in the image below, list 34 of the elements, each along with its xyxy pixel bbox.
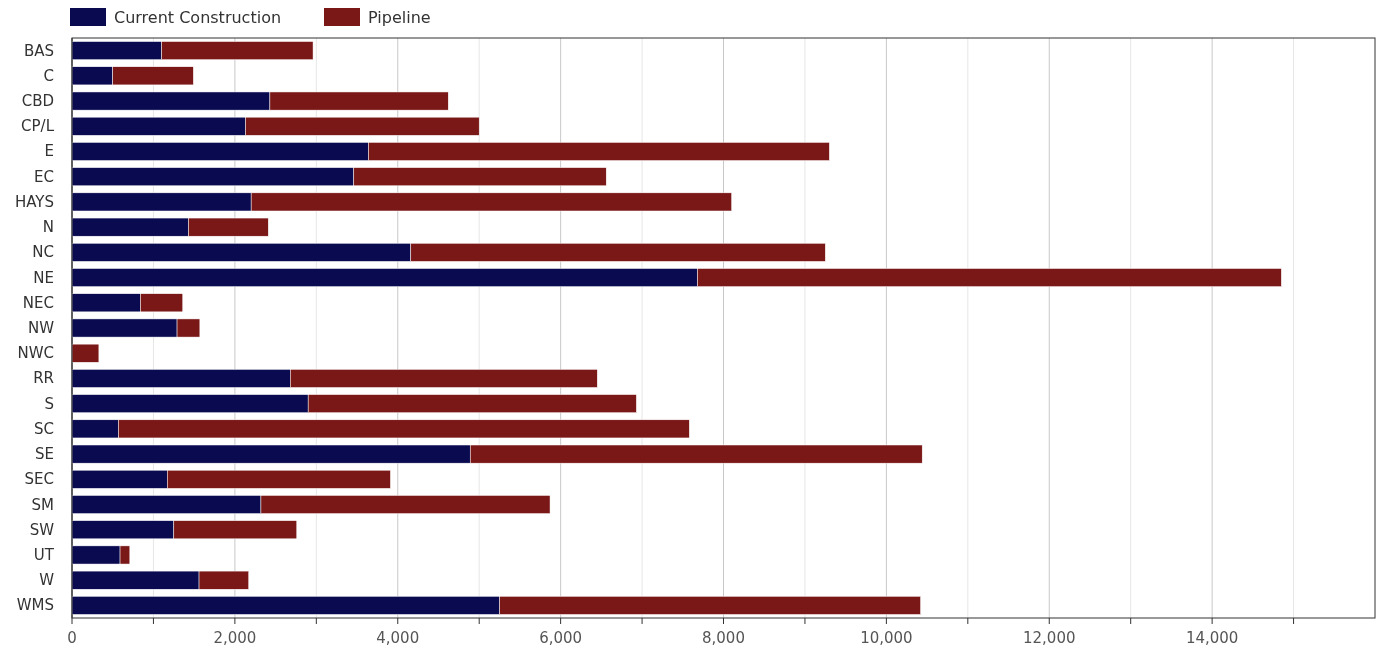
y-tick-label: NW bbox=[27, 319, 55, 337]
y-tick-label: NC bbox=[32, 243, 54, 262]
x-tick-label: 8,000 bbox=[702, 629, 745, 647]
y-tick-label: E bbox=[44, 142, 54, 161]
y-tick-label: CBD bbox=[21, 92, 54, 111]
y-tick-label: RR bbox=[33, 369, 54, 388]
x-tick-label: 10,000 bbox=[860, 629, 913, 647]
y-tick-label: WMS bbox=[16, 596, 54, 615]
x-tick-label: 2,000 bbox=[213, 629, 257, 647]
y-tick-label: UT bbox=[33, 545, 55, 564]
x-tick-label: 12,000 bbox=[1023, 629, 1076, 647]
y-tick-label: S bbox=[44, 394, 54, 413]
x-tick-label: 0 bbox=[67, 629, 77, 647]
y-tick-label: SE bbox=[35, 445, 54, 464]
y-tick-label: EC bbox=[34, 167, 54, 186]
legend-label: Current Construction bbox=[114, 8, 282, 27]
y-tick-label: SC bbox=[34, 419, 54, 438]
y-tick-label: HAYS bbox=[14, 192, 54, 211]
y-tick-label: C bbox=[43, 66, 54, 85]
y-tick-label: SM bbox=[31, 495, 54, 514]
x-tick-label: 4,000 bbox=[376, 629, 420, 647]
y-tick-label: W bbox=[39, 571, 55, 590]
y-tick-label: N bbox=[42, 218, 54, 237]
bar bbox=[71, 343, 100, 363]
y-tick-label: CP/L bbox=[21, 117, 55, 136]
legend-label: Pipeline bbox=[368, 8, 431, 27]
y-tick-label: NWC bbox=[17, 344, 54, 363]
y-tick-label: SEC bbox=[24, 470, 54, 489]
x-tick-label: 14,000 bbox=[1185, 629, 1239, 647]
y-tick-label: SW bbox=[29, 520, 55, 539]
y-tick-label: NEC bbox=[22, 293, 54, 312]
y-tick-label: BAS bbox=[23, 41, 54, 60]
x-tick-label: 6,000 bbox=[539, 629, 583, 647]
y-tick-label: NE bbox=[33, 268, 54, 287]
